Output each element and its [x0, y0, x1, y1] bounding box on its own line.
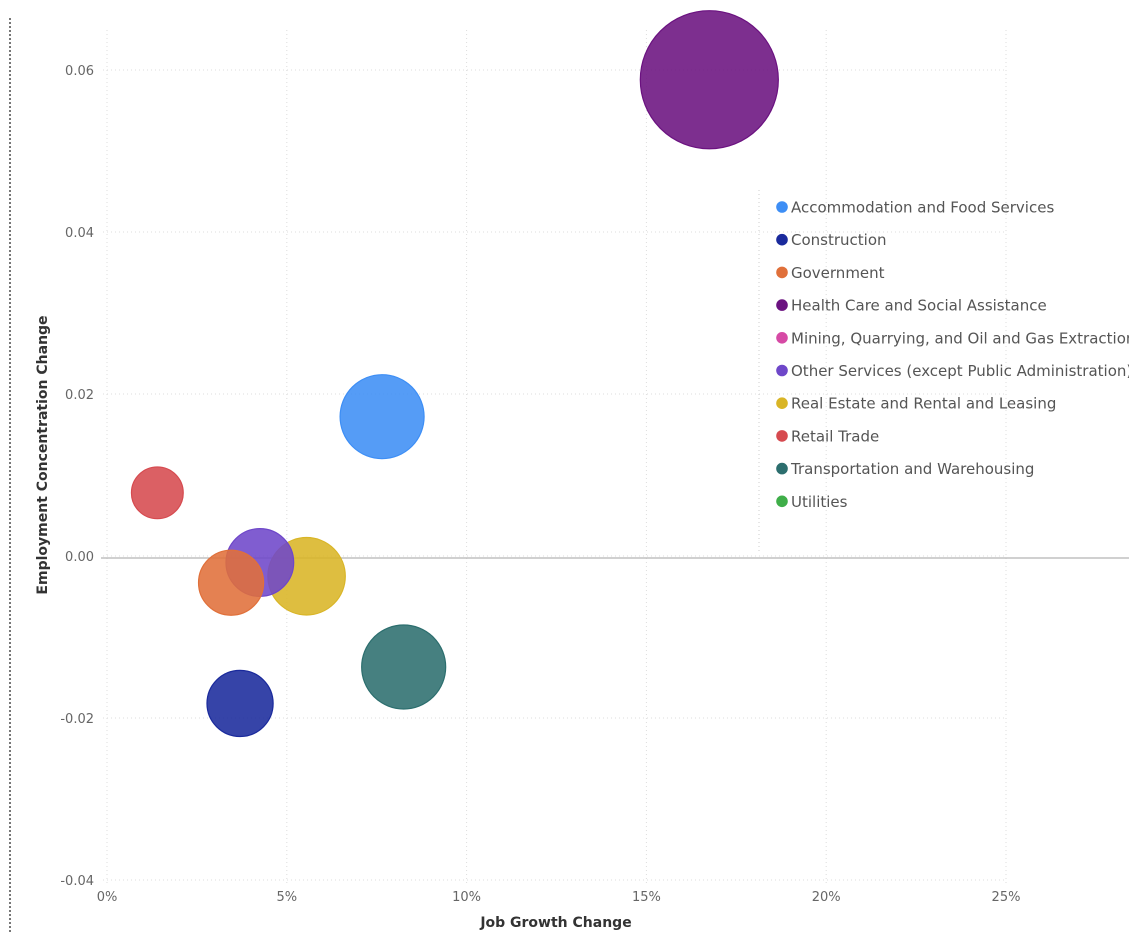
bubble-construction[interactable]	[206, 669, 274, 738]
legend-item-mining-quarrying-and-oil-and-gas-extraction[interactable]: Mining, Quarrying, and Oil and Gas Extra…	[776, 329, 1129, 347]
y-tick-label: -0.04	[60, 874, 94, 889]
legend-label: Utilities	[791, 493, 848, 511]
legend-label: Accommodation and Food Services	[791, 199, 1054, 217]
x-axis-title: Job Growth Change	[479, 915, 631, 931]
legend-label: Real Estate and Rental and Leasing	[791, 395, 1056, 413]
bubble-accommodation-and-food-services[interactable]	[339, 374, 425, 460]
legend-item-retail-trade[interactable]: Retail Trade	[776, 427, 879, 445]
legend-marker	[776, 397, 788, 410]
bubble-transportation-and-warehousing[interactable]	[361, 624, 447, 710]
y-axis-title: Employment Concentration Change	[35, 315, 51, 594]
y-tick-label: 0.06	[65, 64, 94, 79]
bubble-retail-trade[interactable]	[130, 466, 184, 520]
legend-label: Government	[791, 264, 885, 282]
legend-label: Transportation and Warehousing	[790, 460, 1034, 478]
x-tick-label: 25%	[992, 890, 1021, 905]
legend-label: Other Services (except Public Administra…	[791, 362, 1129, 380]
legend-item-real-estate-and-rental-and-leasing[interactable]: Real Estate and Rental and Leasing	[776, 395, 1056, 413]
legend-item-other-services-except-public-administration[interactable]: Other Services (except Public Administra…	[776, 362, 1129, 380]
legend-marker	[776, 462, 788, 475]
legend-item-transportation-and-warehousing[interactable]: Transportation and Warehousing	[776, 460, 1034, 478]
legend-marker	[776, 430, 788, 442]
y-tick-label: -0.02	[60, 712, 94, 727]
y-tick-label: 0.02	[65, 388, 94, 403]
legend-marker	[776, 201, 788, 213]
x-tick-label: 15%	[632, 890, 661, 905]
grid-lines	[103, 30, 1007, 884]
legend-item-health-care-and-social-assistance[interactable]: Health Care and Social Assistance	[776, 297, 1047, 315]
x-tick-label: 0%	[97, 890, 118, 905]
axis-tick-labels: 0% 5% 10% 15% 20% 25% -0.04 -0.02 0.00 0.02 0.04 0.…	[60, 64, 1020, 905]
legend-item-utilities[interactable]: Utilities	[776, 493, 848, 511]
legend-marker	[776, 332, 788, 344]
legend-label: Health Care and Social Assistance	[791, 297, 1047, 315]
x-tick-label: 20%	[812, 890, 841, 905]
legend-item-construction[interactable]: Construction	[776, 231, 887, 249]
bubble-health-care-and-social-assistance[interactable]	[639, 10, 779, 150]
legend-label: Mining, Quarrying, and Oil and Gas Extra…	[791, 329, 1129, 347]
legend-item-accommodation-and-food-services[interactable]: Accommodation and Food Services	[776, 199, 1054, 217]
legend-label: Retail Trade	[791, 427, 879, 445]
legend-marker	[776, 364, 788, 377]
x-tick-label: 10%	[452, 890, 481, 905]
x-tick-label: 5%	[276, 890, 297, 905]
legend-item-government[interactable]: Government	[776, 264, 885, 282]
y-tick-label: 0.04	[65, 226, 94, 241]
legend-marker	[776, 266, 788, 279]
y-tick-label: 0.00	[65, 550, 94, 565]
legend: Accommodation and Food Services Construct…	[776, 199, 1129, 511]
legend-marker	[776, 495, 788, 508]
bubble-marks	[130, 10, 779, 738]
bubble-government[interactable]	[197, 549, 265, 616]
legend-marker	[776, 299, 788, 311]
legend-marker	[776, 233, 788, 246]
legend-label: Construction	[791, 231, 887, 249]
